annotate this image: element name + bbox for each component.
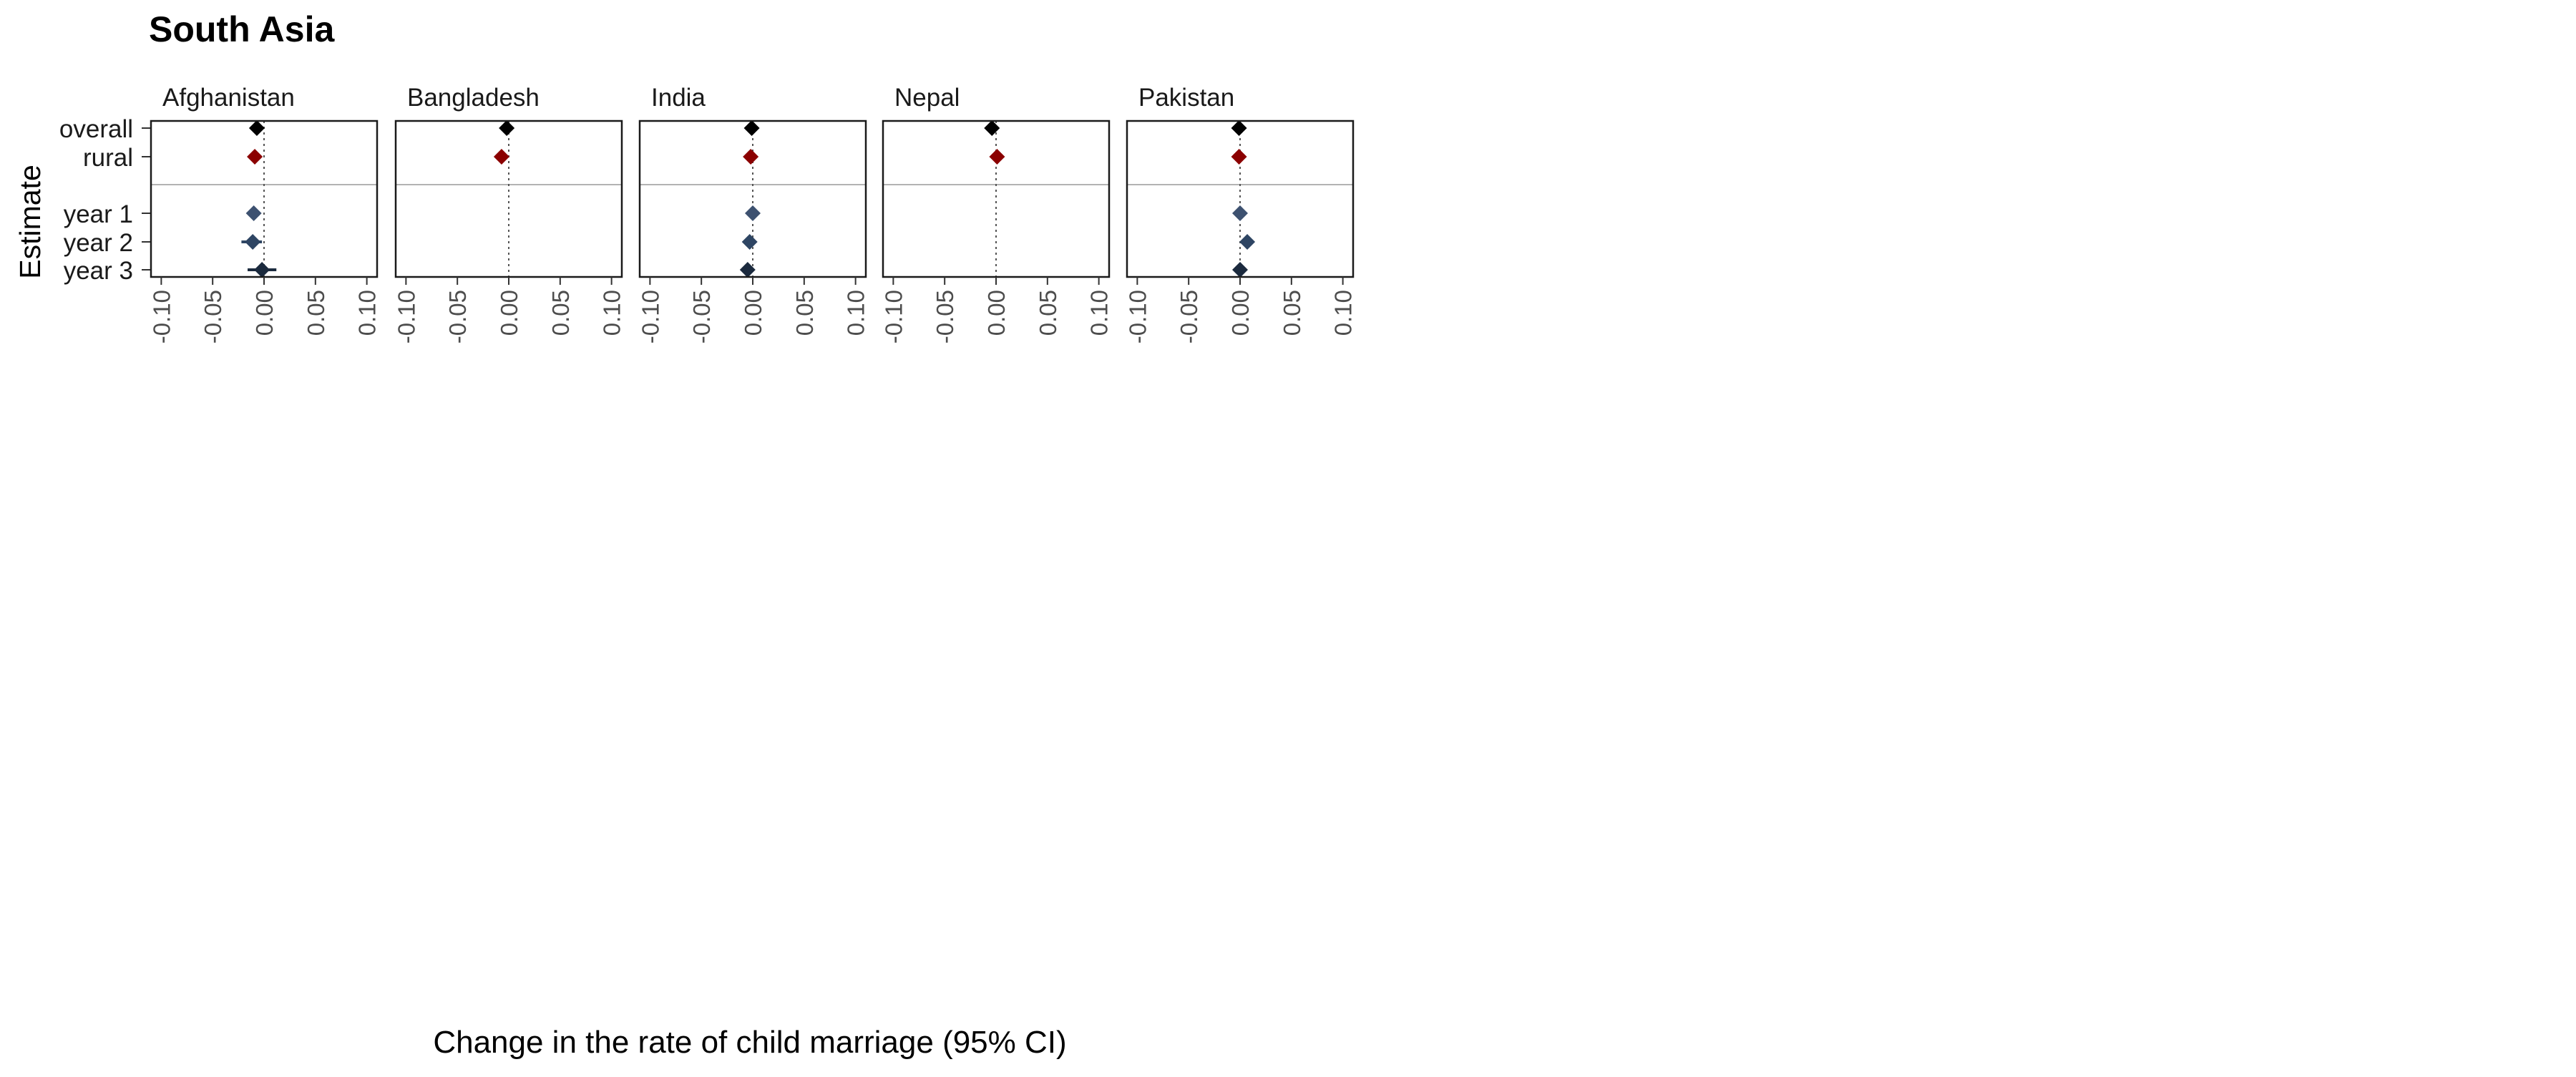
panel-strip-label: Bangladesh	[407, 84, 540, 112]
x-tick-label: 0.10	[354, 290, 381, 336]
x-tick-label: -0.10	[393, 290, 419, 343]
x-tick-label: -0.10	[637, 290, 663, 343]
chart-title: South Asia	[149, 9, 335, 49]
y-tick-label: rural	[83, 144, 133, 172]
point-year-3	[254, 262, 270, 278]
x-tick-label: 0.10	[599, 290, 625, 336]
x-tick-label: 0.05	[1279, 290, 1305, 336]
x-tick-label: -0.05	[932, 290, 958, 343]
point-rural	[1231, 149, 1247, 165]
point-year-1	[745, 205, 761, 221]
point-rural	[493, 149, 509, 165]
x-tick-label: -0.05	[444, 290, 471, 343]
x-tick-label: -0.05	[200, 290, 226, 343]
point-year-3	[739, 262, 756, 278]
x-tick-label: 0.10	[1086, 290, 1113, 336]
panel-india: India -0.10 -0.05 0.00 0.05 0.10	[637, 84, 869, 343]
x-tick-label: 0.05	[1035, 290, 1061, 336]
point-overall	[499, 120, 515, 136]
x-tick-label: -0.05	[688, 290, 715, 343]
y-tick-label: year 2	[64, 229, 133, 257]
panel-afghanistan: Afghanistan -0.10 -0.05 0.00 0.05 0.10	[148, 84, 380, 343]
x-tick-label: 0.05	[547, 290, 574, 336]
x-axis-label: Change in the rate of child marriage (95…	[433, 1025, 1066, 1060]
panel-strip-label: Afghanistan	[162, 84, 295, 112]
y-axis-label: Estimate	[14, 165, 47, 279]
x-tick-label: -0.10	[880, 290, 907, 343]
x-tick-label: 0.00	[251, 290, 278, 336]
panel-strip-label: Pakistan	[1138, 84, 1234, 112]
x-tick-label: 0.05	[303, 290, 329, 336]
point-rural	[247, 149, 263, 165]
x-tick-label: 0.10	[843, 290, 869, 336]
point-rural	[743, 149, 759, 165]
x-tick-label: 0.05	[791, 290, 818, 336]
point-year-3	[1232, 262, 1248, 278]
point-overall	[743, 120, 760, 136]
x-tick-label: -0.05	[1176, 290, 1202, 343]
point-overall	[248, 120, 265, 136]
x-tick-label: 0.00	[1227, 290, 1254, 336]
panel-pakistan: Pakistan -0.10 -0.05 0.00 0.05 0.10	[1124, 84, 1356, 343]
point-overall	[1231, 120, 1247, 136]
x-tick-label: -0.10	[148, 290, 175, 343]
point-year-1	[1232, 205, 1248, 221]
x-tick-label: 0.00	[740, 290, 766, 336]
panel-bangladesh: Bangladesh -0.10 -0.05 0.00 0.05 0.10	[393, 84, 625, 343]
point-year-2	[1239, 234, 1256, 250]
point-overall	[984, 120, 1000, 136]
x-tick-label: 0.00	[496, 290, 522, 336]
x-tick-label: 0.10	[1330, 290, 1357, 336]
point-rural	[989, 149, 1005, 165]
y-tick-label: year 3	[64, 257, 133, 285]
point-year-1	[245, 205, 262, 221]
x-tick-label: -0.10	[1124, 290, 1151, 343]
point-year-2	[245, 234, 261, 250]
y-tick-label: year 1	[64, 200, 133, 228]
panel-strip-label: India	[651, 84, 706, 112]
x-tick-label: 0.00	[983, 290, 1010, 336]
y-tick-label: overall	[59, 115, 133, 143]
panel-nepal: Nepal -0.10 -0.05 0.00 0.05 0.10	[880, 84, 1112, 343]
point-year-2	[741, 234, 758, 250]
panel-strip-label: Nepal	[894, 84, 960, 112]
